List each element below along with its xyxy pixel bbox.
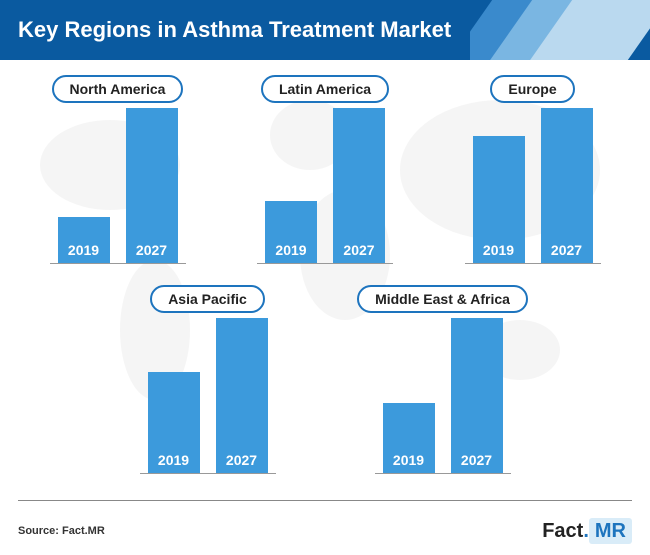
bar-2027: 2027 [451,318,503,473]
region-chart-mea: Middle East & Africa 2019 2027 [355,285,530,485]
bar-year-label: 2027 [226,452,257,473]
bar-2019: 2019 [383,403,435,473]
bars: 2019 2027 [375,319,511,474]
charts-grid: North America 2019 2027 Latin America 20… [0,60,650,490]
bar-2027: 2027 [541,108,593,263]
bars: 2019 2027 [257,109,393,264]
bottom-row: Asia Pacific 2019 2027 Middle East & Afr… [30,285,620,485]
source-text: Source: Fact.MR [18,525,105,537]
region-chart-north-america: North America 2019 2027 [30,75,205,285]
bar-year-label: 2027 [551,242,582,263]
bars: 2019 2027 [140,319,276,474]
region-label: North America [52,75,184,103]
bar-2027: 2027 [216,318,268,473]
region-chart-europe: Europe 2019 2027 [445,75,620,285]
bar-year-label: 2019 [483,242,514,263]
bar-2019: 2019 [265,201,317,263]
bar-year-label: 2027 [136,242,167,263]
bar-2019: 2019 [58,217,110,264]
region-chart-latin-america: Latin America 2019 2027 [238,75,413,285]
region-label: Latin America [261,75,389,103]
region-label: Middle East & Africa [357,285,528,313]
chart-area: North America 2019 2027 Latin America 20… [0,60,650,490]
bar-2019: 2019 [473,136,525,263]
bar-year-label: 2019 [393,452,424,473]
header-decoration [470,0,650,60]
bar-2027: 2027 [333,108,385,263]
bar-year-label: 2027 [461,452,492,473]
page-title: Key Regions in Asthma Treatment Market [18,17,451,43]
region-label: Europe [490,75,574,103]
bars: 2019 2027 [50,109,186,264]
factmr-logo: Fact.MR [542,520,632,543]
header-bar: Key Regions in Asthma Treatment Market [0,0,650,60]
bar-year-label: 2019 [158,452,189,473]
bar-2019: 2019 [148,372,200,473]
top-row: North America 2019 2027 Latin America 20… [30,75,620,285]
bar-year-label: 2019 [68,242,99,263]
region-chart-asia-pacific: Asia Pacific 2019 2027 [120,285,295,485]
footer: Source: Fact.MR Fact.MR [18,500,632,555]
bar-year-label: 2019 [275,242,306,263]
region-label: Asia Pacific [150,285,265,313]
bar-2027: 2027 [126,108,178,263]
bars: 2019 2027 [465,109,601,264]
bar-year-label: 2027 [343,242,374,263]
logo-part-mr: MR [589,518,632,544]
logo-part-fact: Fact [542,520,583,542]
